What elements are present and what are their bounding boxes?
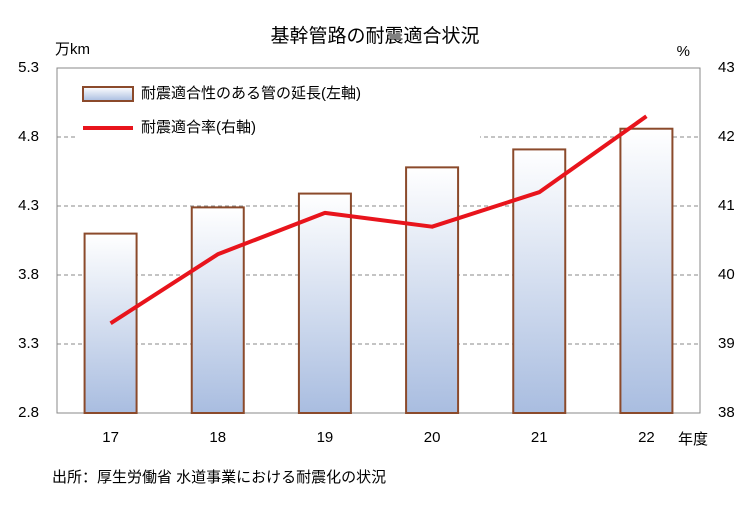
y-tick-label: 5.3 (18, 59, 39, 76)
y2-tick-label: 39 (718, 335, 735, 352)
x-tick-label: 21 (531, 429, 548, 446)
bar (619, 127, 674, 414)
y2-tick-label: 38 (718, 404, 735, 421)
source-note: 出所：厚生労働省 水道事業における耐震化の状況 (52, 469, 386, 486)
y-tick-label: 2.8 (18, 404, 39, 421)
legend-label: 耐震適合性のある管の延長(左軸) (141, 84, 361, 102)
x-axis-label: 年度 (678, 431, 708, 448)
bar (512, 148, 567, 414)
y-tick-label: 3.3 (18, 335, 39, 352)
bar (405, 166, 460, 414)
x-tick-label: 18 (209, 429, 226, 446)
x-tick-label: 19 (317, 429, 334, 446)
y-tick-label: 4.3 (18, 197, 39, 214)
bar (190, 206, 245, 414)
chart-title: 基幹管路の耐震適合状況 (270, 25, 479, 47)
legend-swatch (82, 86, 134, 102)
x-tick-label: 22 (638, 429, 655, 446)
plot-border (56, 67, 701, 414)
y2-tick-label: 41 (718, 197, 735, 214)
y-unit: 万km (55, 41, 90, 58)
y2-tick-label: 42 (718, 128, 735, 145)
plot-area: 2.8 3.3 3.8 4.3 4.8 5.3 38 39 40 41 42 43 17 18 19 20 21… (18, 59, 735, 446)
y-tick-label: 3.8 (18, 266, 39, 283)
legend-box (75, 80, 480, 155)
line (109, 114, 648, 325)
y2-tick-label: 40 (718, 266, 735, 283)
x-tick-label: 17 (102, 429, 119, 446)
y-tick-label: 4.8 (18, 128, 39, 145)
legend-label: 耐震適合率(右軸) (141, 118, 256, 136)
bar (297, 192, 352, 414)
y2-tick-label: 43 (718, 59, 735, 76)
x-tick-label: 20 (424, 429, 441, 446)
y2-unit: % (677, 43, 690, 60)
